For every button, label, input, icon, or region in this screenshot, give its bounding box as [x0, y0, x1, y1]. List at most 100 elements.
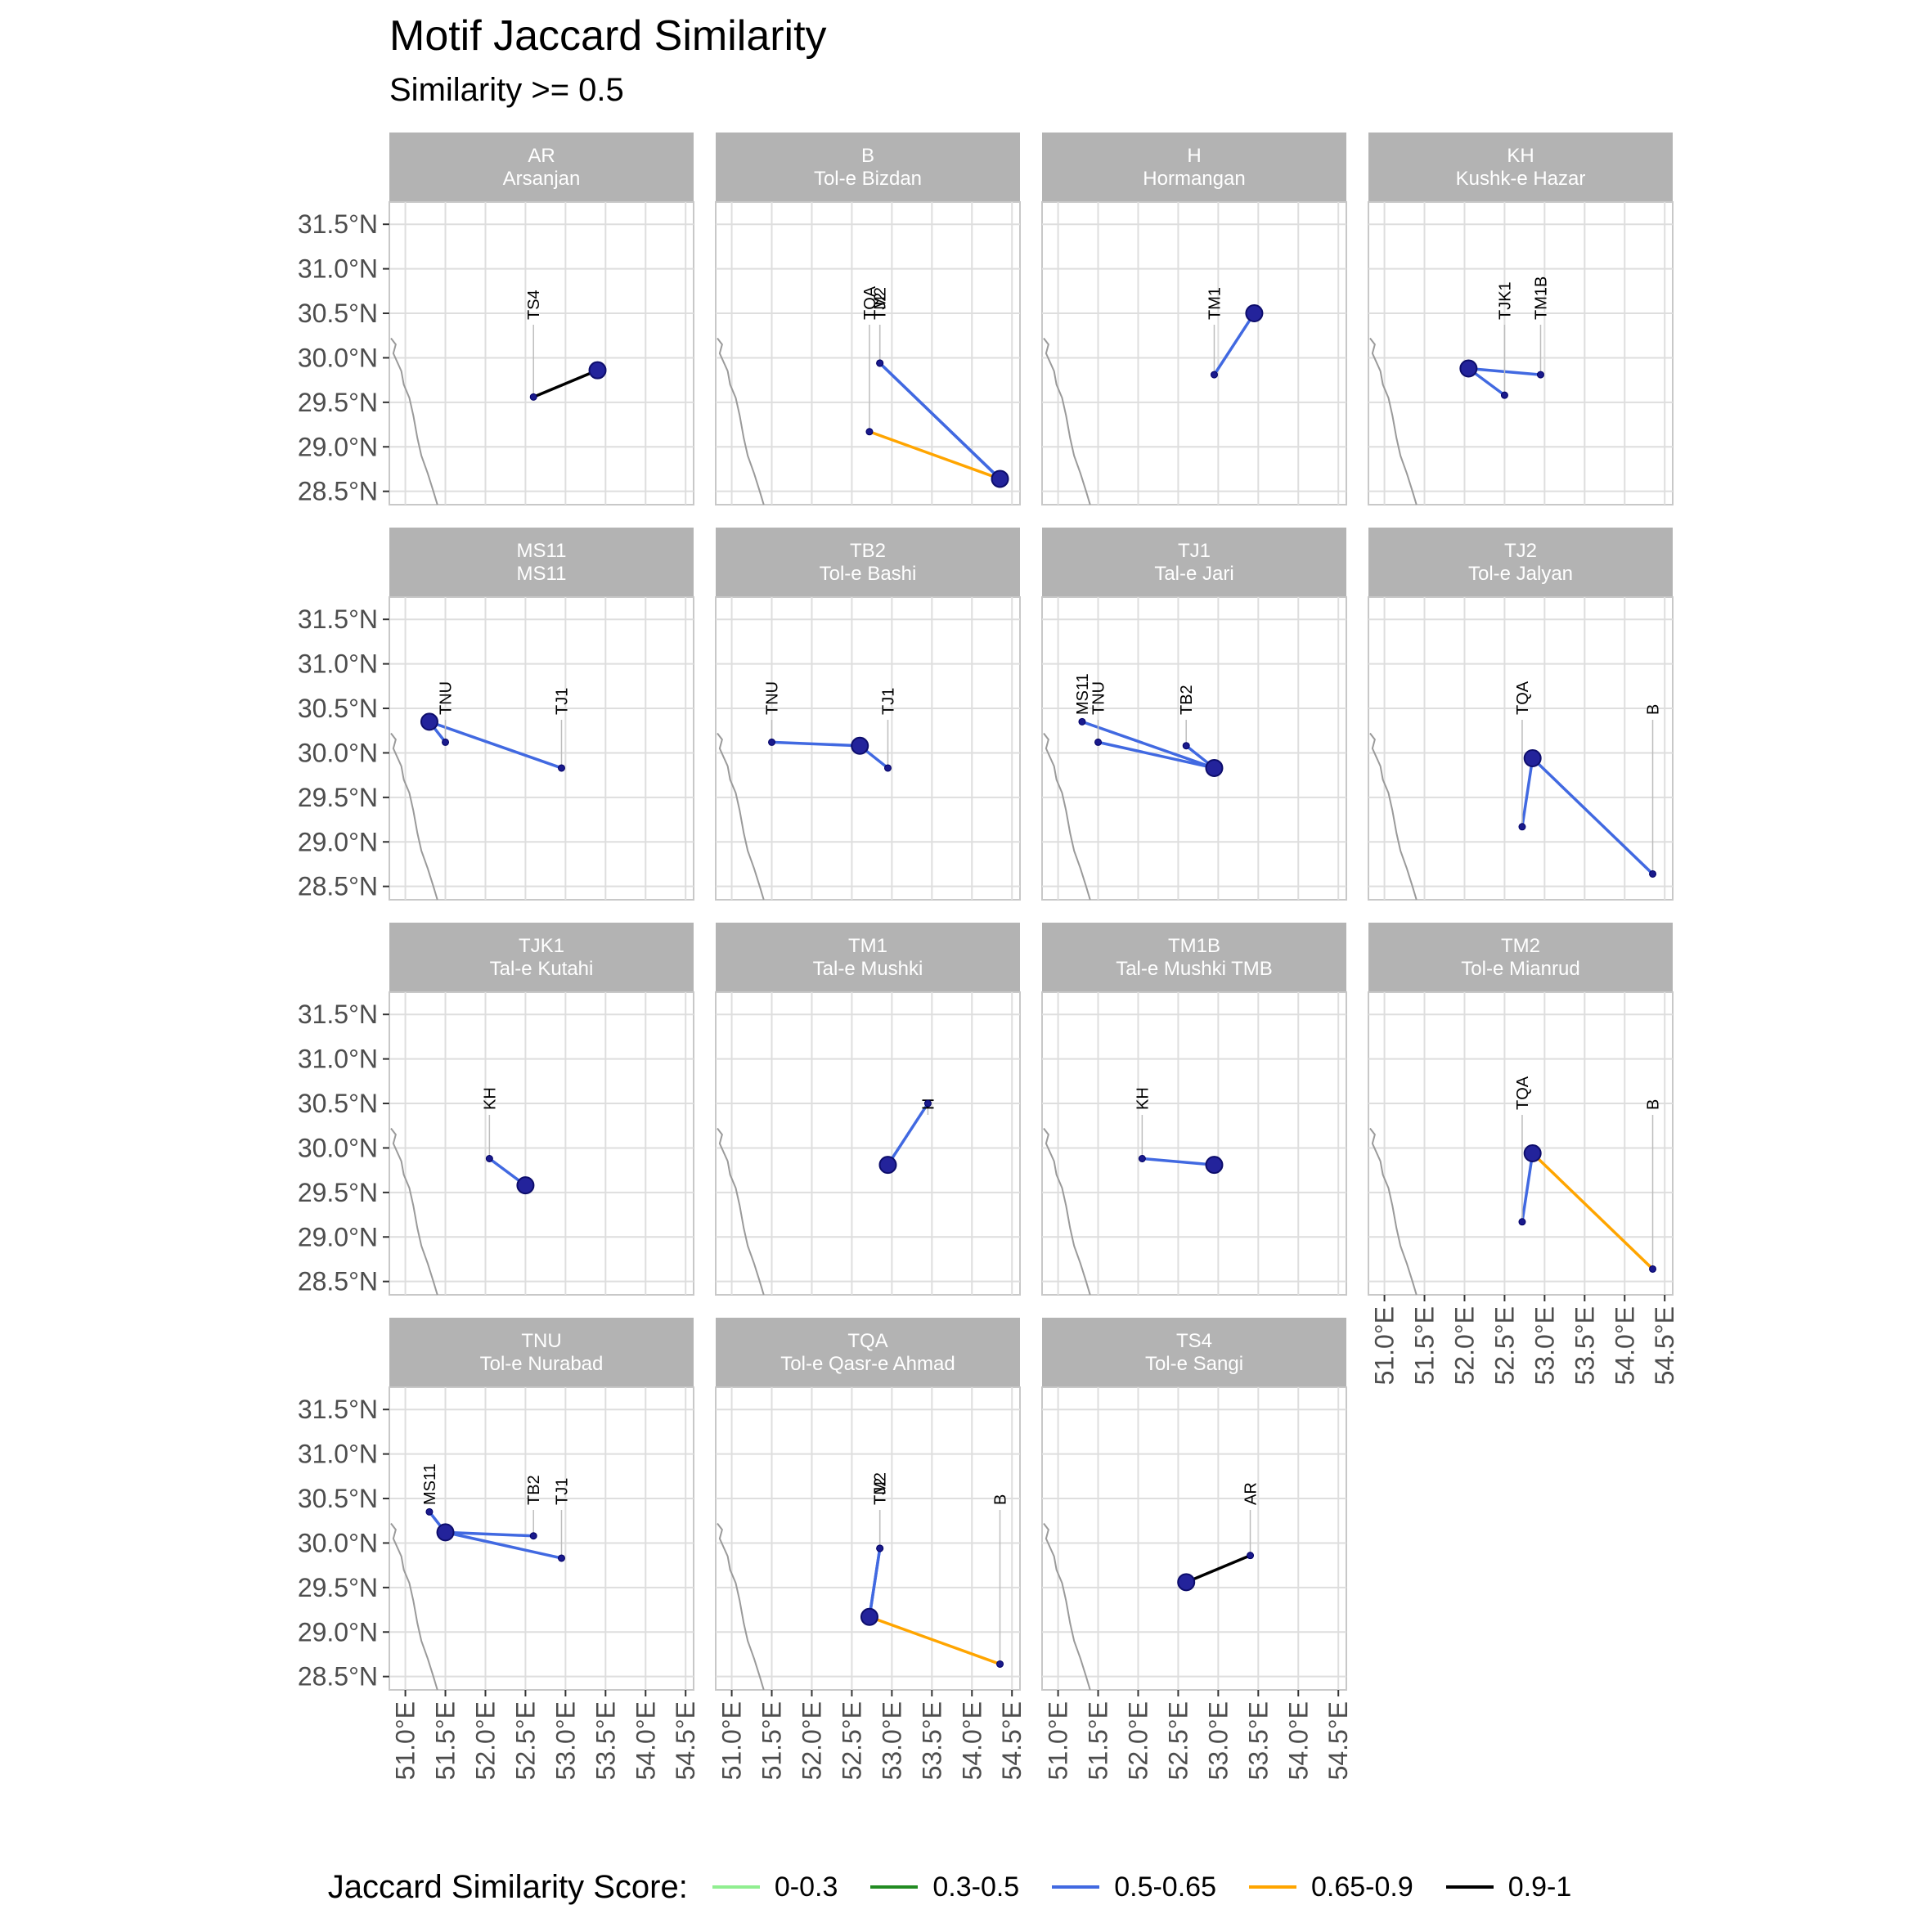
x-tick-label: 54.0°E	[1283, 1701, 1313, 1780]
similarity-link	[868, 1548, 882, 1618]
facet-strip-name: Tol-e Jalyan	[1468, 563, 1573, 585]
x-tick-label: 53.5°E	[1243, 1701, 1273, 1780]
site-point	[1078, 717, 1086, 726]
site-label: B	[1645, 1099, 1663, 1110]
similarity-link	[532, 369, 599, 398]
facet-strip-name: Tol-e Mianrud	[1461, 958, 1579, 980]
focal-site-point	[420, 712, 438, 731]
site-label: B	[992, 1494, 1010, 1505]
facet-strip-code: TM2	[1501, 935, 1540, 957]
legend-label: 0-0.3	[774, 1871, 838, 1903]
legend-label: 0.65-0.9	[1310, 1871, 1413, 1903]
site-point	[529, 393, 537, 401]
x-tick-label: 54.0°E	[1610, 1306, 1639, 1385]
facet-map-chart: ARArsanjan28.5°N29.0°N29.5°N30.0°N30.5°N…	[298, 133, 1679, 1780]
facet-strip	[716, 1318, 1020, 1387]
x-tick-label: 54.5°E	[997, 1701, 1027, 1780]
y-tick-label: 30.5°N	[298, 299, 378, 328]
site-label: TJ1	[553, 1478, 571, 1505]
coastline	[1043, 732, 1091, 901]
facet-strip	[716, 528, 1020, 597]
facet-strip-name: Hormangan	[1143, 168, 1245, 190]
x-tick-label: 52.5°E	[1163, 1701, 1193, 1780]
facet-strip-code: KH	[1507, 145, 1534, 167]
site-point	[1138, 1155, 1146, 1162]
facet-strip-code: TS4	[1176, 1330, 1212, 1352]
site-point	[485, 1155, 493, 1162]
site-point	[1518, 823, 1526, 831]
plot-panel	[1041, 596, 1347, 901]
facet-strip-code: TJ2	[1504, 540, 1537, 562]
facet-strip-code: AR	[528, 145, 555, 167]
plot-panel	[1041, 201, 1347, 505]
site-label: TQA	[861, 285, 879, 320]
legend-label: 0.3-0.5	[932, 1871, 1020, 1903]
similarity-link	[771, 740, 860, 748]
legend-swatch	[870, 1885, 919, 1889]
site-point	[425, 1507, 434, 1516]
x-tick-label: 52.0°E	[1449, 1306, 1479, 1385]
site-point	[442, 738, 450, 746]
site-point	[1094, 738, 1103, 746]
focal-site-point	[860, 1607, 878, 1626]
site-label: AR	[1242, 1482, 1260, 1505]
y-tick-label: 29.0°N	[298, 827, 378, 856]
focal-site-point	[1523, 1143, 1542, 1162]
focal-site-point	[1523, 748, 1542, 767]
x-tick-label: 53.0°E	[877, 1701, 906, 1780]
facet-strip-code: TM1B	[1168, 935, 1220, 957]
site-label: MS11	[421, 1463, 439, 1505]
site-point	[996, 1660, 1004, 1668]
x-tick-label: 54.5°E	[671, 1701, 700, 1780]
coastline	[1043, 337, 1091, 505]
plot-panel	[389, 1386, 694, 1691]
facet-strip-name: Tal-e Mushki	[813, 958, 923, 980]
x-tick-label: 53.0°E	[1203, 1701, 1233, 1780]
plot-panel	[1368, 596, 1674, 901]
plot-panel	[1368, 201, 1674, 505]
x-tick-label: 54.5°E	[1650, 1306, 1679, 1385]
focal-site-point	[991, 470, 1009, 488]
focal-site-point	[1245, 304, 1264, 323]
plot-panel	[389, 991, 694, 1296]
similarity-link	[869, 1615, 1001, 1666]
y-tick-label: 30.5°N	[298, 694, 378, 723]
similarity-link	[445, 1530, 562, 1560]
similarity-link	[887, 1103, 929, 1166]
site-point	[876, 359, 884, 367]
y-tick-label: 30.5°N	[298, 1089, 378, 1118]
y-tick-label: 29.0°N	[298, 1222, 378, 1251]
y-tick-label: 28.5°N	[298, 1267, 378, 1296]
coastline	[1043, 1127, 1091, 1296]
x-tick-label: 51.5°E	[431, 1701, 461, 1780]
focal-site-point	[1459, 359, 1478, 378]
y-tick-label: 30.0°N	[298, 343, 378, 372]
site-point	[1182, 742, 1190, 750]
similarity-link	[1098, 740, 1215, 770]
y-tick-label: 29.5°N	[298, 1573, 378, 1602]
site-label: B	[1645, 704, 1663, 715]
similarity-link	[1531, 757, 1654, 875]
similarity-link	[1213, 312, 1256, 376]
focal-site-point	[588, 361, 607, 380]
site-label: TQA	[1514, 1076, 1532, 1110]
y-tick-label: 31.0°N	[298, 649, 378, 679]
x-tick-label: 52.5°E	[510, 1701, 540, 1780]
site-label: TM2	[872, 287, 890, 320]
facet-strip-name: MS11	[517, 563, 567, 585]
facet-strip	[389, 923, 694, 992]
plot-panel	[389, 596, 694, 901]
coastline	[717, 1127, 765, 1296]
site-label: TB2	[525, 1475, 543, 1505]
site-point	[883, 764, 892, 772]
y-tick-label: 29.5°N	[298, 1178, 378, 1207]
y-tick-label: 29.0°N	[298, 432, 378, 461]
site-label: KH	[1134, 1087, 1152, 1110]
legend-item: 0.9-1	[1445, 1871, 1571, 1903]
site-label: TQA	[1514, 681, 1532, 715]
